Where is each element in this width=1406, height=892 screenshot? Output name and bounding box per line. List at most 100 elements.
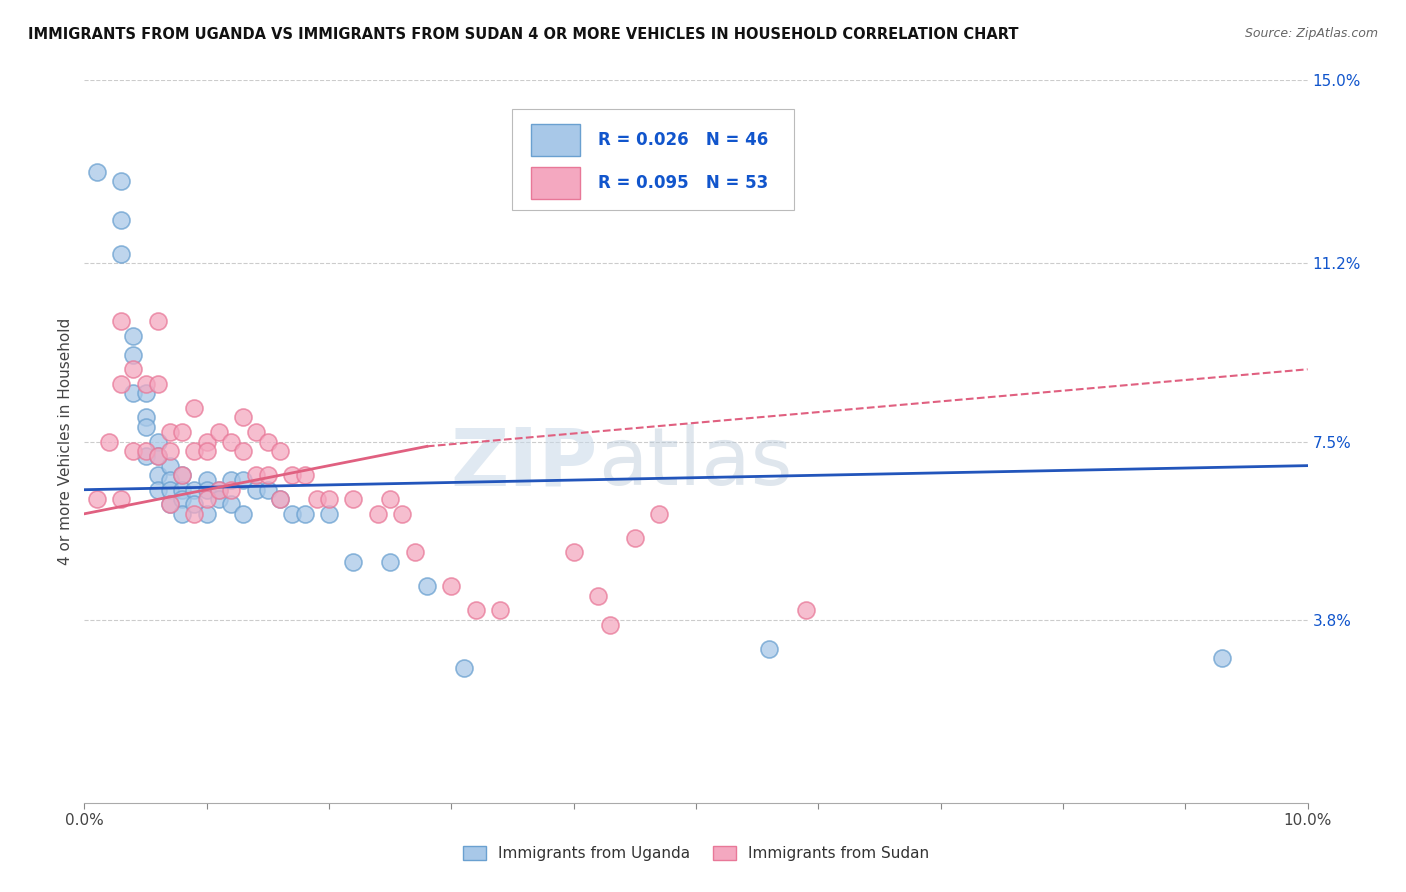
Point	[305, 492, 328, 507]
Point	[269, 444, 291, 458]
Point	[183, 401, 205, 415]
Point	[122, 362, 145, 376]
Point	[464, 603, 486, 617]
Point	[172, 507, 194, 521]
Point	[440, 579, 463, 593]
Point	[159, 473, 181, 487]
Point	[110, 246, 132, 260]
Point	[183, 444, 205, 458]
Point	[146, 376, 169, 391]
Point	[110, 492, 132, 507]
Point	[110, 376, 132, 391]
FancyBboxPatch shape	[531, 167, 579, 200]
Point	[648, 507, 671, 521]
Point	[281, 468, 304, 483]
Point	[269, 492, 291, 507]
Point	[172, 483, 194, 497]
Point	[391, 507, 413, 521]
Point	[489, 603, 512, 617]
Point	[159, 458, 181, 473]
Point	[1211, 651, 1233, 665]
Point	[245, 483, 267, 497]
Point	[146, 468, 169, 483]
Point	[342, 555, 364, 569]
Point	[183, 497, 205, 511]
Point	[146, 434, 169, 449]
Point	[172, 468, 194, 483]
Point	[195, 473, 218, 487]
Point	[318, 507, 340, 521]
Point	[195, 444, 218, 458]
FancyBboxPatch shape	[513, 109, 794, 211]
Point	[758, 641, 780, 656]
Point	[195, 507, 218, 521]
Point	[159, 444, 181, 458]
Text: ZIP: ZIP	[451, 425, 598, 502]
Point	[562, 545, 585, 559]
Point	[245, 468, 267, 483]
Point	[135, 420, 157, 434]
Point	[135, 444, 157, 458]
Point	[380, 492, 402, 507]
Point	[404, 545, 426, 559]
Text: R = 0.095   N = 53: R = 0.095 N = 53	[598, 174, 768, 193]
Point	[159, 497, 181, 511]
Point	[245, 425, 267, 439]
Point	[135, 376, 157, 391]
Point	[232, 410, 254, 425]
Point	[219, 473, 242, 487]
Point	[110, 213, 132, 227]
Point	[208, 425, 231, 439]
Point	[794, 603, 817, 617]
Point	[208, 483, 231, 497]
Point	[453, 661, 475, 675]
Point	[269, 492, 291, 507]
Point	[416, 579, 439, 593]
Y-axis label: 4 or more Vehicles in Household: 4 or more Vehicles in Household	[58, 318, 73, 566]
Text: atlas: atlas	[598, 425, 793, 502]
Point	[342, 492, 364, 507]
Point	[86, 492, 108, 507]
Point	[183, 507, 205, 521]
Point	[172, 492, 194, 507]
FancyBboxPatch shape	[531, 124, 579, 156]
Point	[146, 449, 169, 463]
Point	[219, 483, 242, 497]
Point	[219, 434, 242, 449]
Point	[172, 425, 194, 439]
Point	[122, 386, 145, 401]
Point	[195, 483, 218, 497]
Point	[599, 617, 621, 632]
Legend: Immigrants from Uganda, Immigrants from Sudan: Immigrants from Uganda, Immigrants from …	[457, 840, 935, 867]
Point	[135, 386, 157, 401]
Point	[159, 425, 181, 439]
Point	[232, 473, 254, 487]
Point	[172, 468, 194, 483]
Point	[86, 165, 108, 179]
Point	[110, 174, 132, 188]
Point	[281, 507, 304, 521]
Point	[146, 314, 169, 328]
Point	[219, 497, 242, 511]
Point	[122, 444, 145, 458]
Point	[257, 468, 280, 483]
Text: IMMIGRANTS FROM UGANDA VS IMMIGRANTS FROM SUDAN 4 OR MORE VEHICLES IN HOUSEHOLD : IMMIGRANTS FROM UGANDA VS IMMIGRANTS FRO…	[28, 27, 1018, 42]
Point	[294, 507, 316, 521]
Point	[110, 314, 132, 328]
Point	[208, 492, 231, 507]
Point	[122, 348, 145, 362]
Point	[294, 468, 316, 483]
Point	[257, 434, 280, 449]
Point	[257, 483, 280, 497]
Point	[183, 483, 205, 497]
Point	[318, 492, 340, 507]
Point	[232, 444, 254, 458]
Point	[135, 449, 157, 463]
Point	[367, 507, 389, 521]
Point	[232, 507, 254, 521]
Point	[122, 328, 145, 343]
Point	[380, 555, 402, 569]
Text: Source: ZipAtlas.com: Source: ZipAtlas.com	[1244, 27, 1378, 40]
Point	[624, 531, 647, 545]
Point	[146, 483, 169, 497]
